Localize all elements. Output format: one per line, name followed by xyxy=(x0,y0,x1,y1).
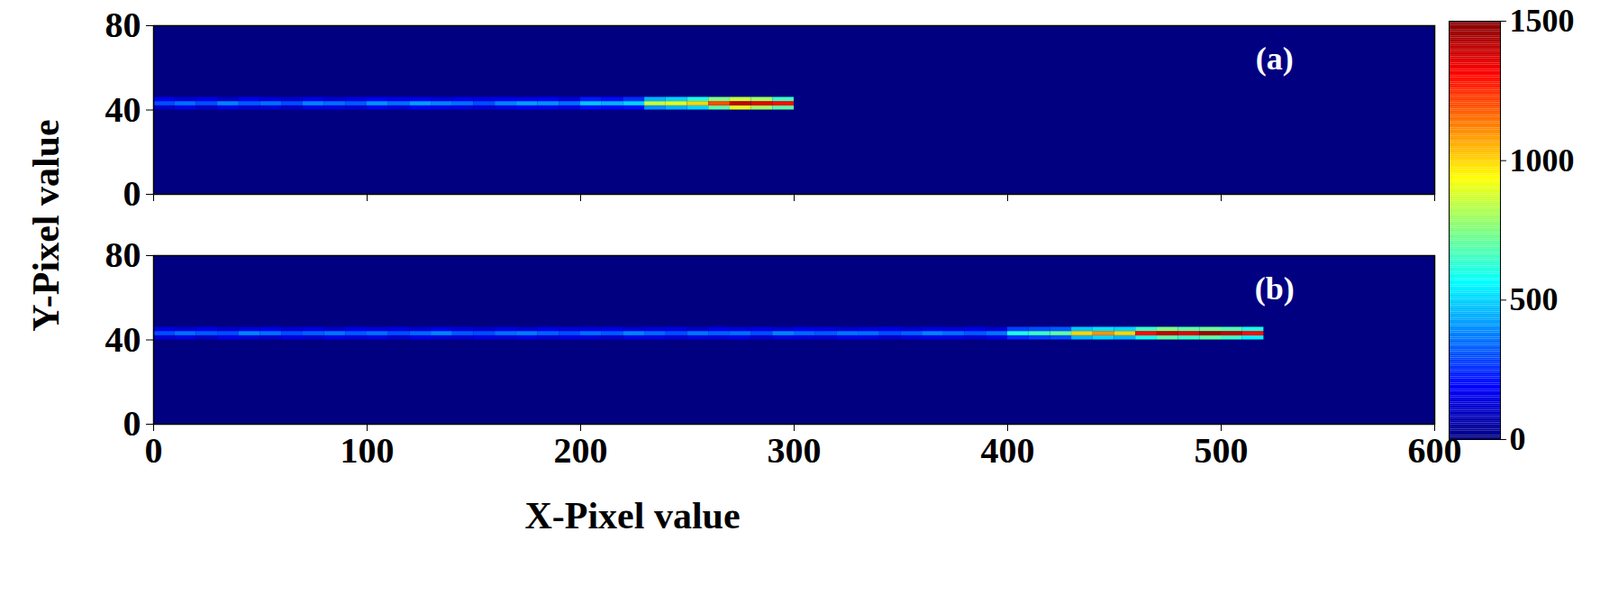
svg-text:(b): (b) xyxy=(1254,270,1295,307)
svg-text:40: 40 xyxy=(105,318,142,360)
svg-text:100: 100 xyxy=(340,429,395,471)
svg-text:600: 600 xyxy=(1407,429,1462,471)
html-text:Y-Pixel value: Y-Pixel value xyxy=(25,119,67,332)
svg-text:400: 400 xyxy=(981,429,1036,471)
svg-text:500: 500 xyxy=(1509,281,1559,318)
svg-text:40: 40 xyxy=(105,89,142,130)
svg-text:1500: 1500 xyxy=(1509,2,1575,39)
html-text:X-Pixel value: X-Pixel value xyxy=(524,494,741,537)
svg-text:200: 200 xyxy=(554,429,609,471)
svg-text:0: 0 xyxy=(123,402,142,444)
svg-text:0: 0 xyxy=(1509,420,1527,457)
svg-text:(a): (a) xyxy=(1255,40,1294,77)
svg-text:500: 500 xyxy=(1194,429,1249,471)
svg-text:1000: 1000 xyxy=(1509,142,1575,179)
svg-text:0: 0 xyxy=(123,172,142,214)
svg-text:0: 0 xyxy=(145,429,164,471)
svg-text:80: 80 xyxy=(105,234,142,275)
svg-text:300: 300 xyxy=(767,429,822,471)
svg-text:80: 80 xyxy=(105,4,142,46)
